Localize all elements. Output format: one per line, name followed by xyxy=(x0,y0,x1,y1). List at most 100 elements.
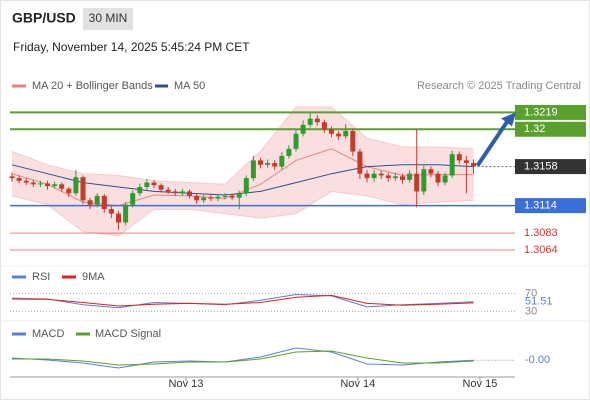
macd-line xyxy=(12,350,474,366)
bb-upper-line xyxy=(11,106,474,185)
legend-label: MACD xyxy=(32,328,64,340)
candle-body xyxy=(286,148,292,156)
candle-body xyxy=(158,185,164,190)
candle-body xyxy=(16,178,22,181)
candle-body xyxy=(101,195,107,210)
candle-body xyxy=(236,193,242,198)
rsi-tick-label: 70 xyxy=(525,288,537,300)
candle-body xyxy=(151,182,157,186)
level-label: 1.3114 xyxy=(524,200,557,212)
level-box xyxy=(515,104,586,120)
candle-body xyxy=(300,124,306,134)
rsi-line xyxy=(11,294,474,307)
candle-body xyxy=(116,213,121,223)
level-box xyxy=(515,198,586,214)
level-label: 1.3083 xyxy=(524,227,558,239)
timestamp: Friday, November 14, 2025 5:45:24 PM CET xyxy=(13,40,250,54)
candle-body xyxy=(194,195,200,201)
candle-body xyxy=(229,195,235,198)
candle-body xyxy=(208,197,214,199)
candle-body xyxy=(471,163,476,167)
candle-body xyxy=(165,189,171,192)
candle-body xyxy=(250,160,256,179)
candle-body xyxy=(279,155,285,167)
x-tick-label: Nov 15 xyxy=(462,378,497,390)
candle-body xyxy=(321,122,327,130)
legend-label: MACD Signal xyxy=(95,328,161,340)
current-price-label: 1.3158 xyxy=(524,160,558,172)
macd-last-label: -0.00 xyxy=(525,354,550,366)
candle-body xyxy=(137,186,143,194)
candle-body xyxy=(314,118,320,123)
candle-body xyxy=(144,182,150,187)
candle-body xyxy=(414,173,420,192)
candle-body xyxy=(243,178,249,194)
legend-label: MA 20 + Bollinger Bands xyxy=(32,80,153,92)
candle-body xyxy=(385,175,391,179)
candle-body xyxy=(293,133,299,149)
candle-body xyxy=(449,154,455,176)
candle-body xyxy=(130,193,136,205)
candle-body xyxy=(37,183,43,185)
forecast-arrow xyxy=(475,119,510,167)
candle-body xyxy=(222,195,228,197)
level-label: 1.32 xyxy=(524,123,545,135)
candle-body xyxy=(9,176,15,179)
candle-body xyxy=(329,129,334,134)
candle-body xyxy=(87,200,93,205)
ma50-line xyxy=(11,164,474,196)
candle-body xyxy=(421,169,427,192)
bollinger-band xyxy=(12,107,474,236)
legend-label: MA 50 xyxy=(174,80,205,92)
candle-body xyxy=(407,173,413,180)
x-tick-label: Nov 13 xyxy=(169,378,204,390)
rsi-tick-label: 30 xyxy=(525,305,537,317)
timeframe: 30 MIN xyxy=(89,11,128,25)
candle-body xyxy=(456,154,462,161)
candle-body xyxy=(463,160,469,164)
candle-body xyxy=(343,131,349,137)
candle-body xyxy=(307,118,313,125)
candle-body xyxy=(59,184,65,189)
x-tick-label: Nov 14 xyxy=(340,378,375,390)
candle-body xyxy=(265,163,271,165)
candle-body xyxy=(435,173,441,183)
candle-body xyxy=(357,151,363,174)
forecast-arrowhead xyxy=(501,112,516,127)
candle-body xyxy=(428,169,434,174)
candle-body xyxy=(272,163,278,167)
candle-body xyxy=(73,177,79,194)
candle-body xyxy=(172,191,178,194)
candle-body xyxy=(108,209,114,214)
candle-body xyxy=(392,176,398,179)
legend-label: RSI xyxy=(32,271,50,283)
candle-body xyxy=(442,175,448,183)
symbol: GBP/USD xyxy=(12,10,76,26)
candle-body xyxy=(215,196,221,199)
timeframe-box xyxy=(83,8,133,30)
candle-body xyxy=(123,204,129,223)
candle-body xyxy=(201,197,207,201)
level-label: 1.3219 xyxy=(524,106,558,118)
candle-body xyxy=(30,182,36,185)
candle-body xyxy=(350,131,356,152)
legend-label: 9MA xyxy=(82,271,105,283)
candle-body xyxy=(336,133,342,137)
candle-body xyxy=(94,195,100,205)
rsi-last-label: 51.51 xyxy=(525,296,553,308)
candle-body xyxy=(371,173,377,179)
candle-body xyxy=(80,177,86,201)
candle-body xyxy=(52,184,58,187)
macd-line xyxy=(11,347,474,369)
candle-body xyxy=(45,183,50,187)
candle-body xyxy=(23,180,29,183)
candle-body xyxy=(378,173,384,176)
candle-body xyxy=(258,160,263,165)
credit: Research © 2025 Trading Central xyxy=(417,80,581,92)
candle-body xyxy=(400,176,405,180)
candle-body xyxy=(364,173,370,179)
candle-body xyxy=(179,191,185,194)
bb-lower-line xyxy=(11,190,474,237)
level-box xyxy=(515,121,586,137)
